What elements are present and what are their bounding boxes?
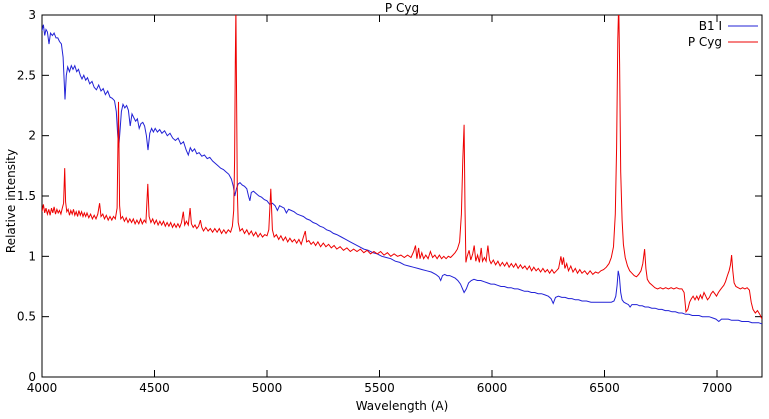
y-tick-label: 1 [28, 249, 36, 263]
x-tick-label: 6000 [477, 381, 508, 395]
x-tick-label: 4000 [27, 381, 58, 395]
x-axis-label: Wavelength (A) [355, 399, 449, 413]
y-tick-label: 0 [28, 370, 36, 384]
x-tick-label: 7000 [702, 381, 733, 395]
y-tick-label: 2.5 [17, 68, 36, 82]
y-tick-label: 1.5 [17, 189, 36, 203]
x-tick-label: 4500 [139, 381, 170, 395]
series-line-b1-i [42, 24, 762, 325]
x-tick-label: 5500 [364, 381, 395, 395]
series-line-p-cyg [42, 15, 762, 320]
x-tick-label: 5000 [252, 381, 283, 395]
legend-label-2: P Cyg [688, 35, 722, 49]
y-tick-label: 0.5 [17, 310, 36, 324]
x-tick-label: 6500 [589, 381, 620, 395]
chart-title: P Cyg [384, 1, 420, 15]
plot-border [41, 14, 763, 378]
legend-label-1: B1 I [699, 19, 722, 33]
y-tick-label: 2 [28, 129, 36, 143]
y-tick-label: 3 [28, 8, 36, 22]
